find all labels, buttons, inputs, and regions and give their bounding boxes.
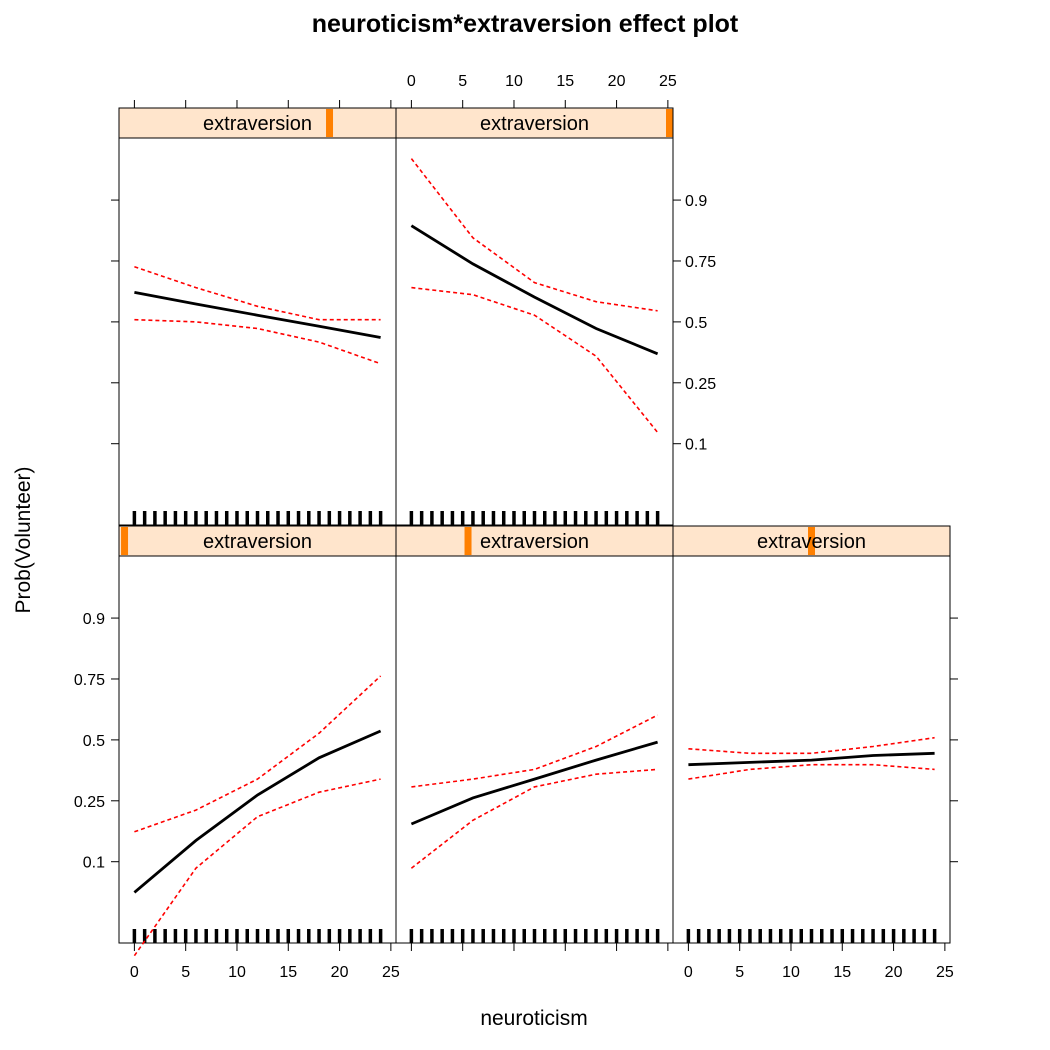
strip-label: extraversion <box>203 113 312 135</box>
x-tick-label: 20 <box>608 73 626 90</box>
y-tick-label: 0.1 <box>83 855 105 872</box>
x-tick-label: 5 <box>458 73 467 90</box>
x-tick-label: 0 <box>684 964 693 981</box>
fit-line <box>133 729 382 894</box>
ci-lower-line <box>411 286 659 433</box>
panel: extraversion <box>395 525 674 951</box>
fit-line <box>410 224 659 356</box>
ci-lower-line <box>688 763 935 780</box>
x-tick-label: 5 <box>735 964 744 981</box>
chart-title: neuroticism*extraversion effect plot <box>312 10 739 38</box>
fit-line <box>688 751 935 767</box>
y-tick-label: 0.25 <box>685 376 716 393</box>
strip-background <box>396 526 673 556</box>
strip-label: extraversion <box>757 531 866 553</box>
panel: extraversion 0.1 0.25 0.5 0.75 0.9 0 5 10 15 20 25 <box>395 73 716 526</box>
y-tick-label: 0.9 <box>83 611 105 628</box>
x-tick-label: 0 <box>407 73 416 90</box>
y-tick-label: 0.75 <box>74 672 105 689</box>
x-tick-label: 15 <box>279 964 297 981</box>
x-tick-label: 25 <box>382 964 400 981</box>
ci-upper-line <box>134 675 382 833</box>
strip-level-marker <box>464 527 472 555</box>
strip-level-marker <box>121 527 129 555</box>
ci-lower-line <box>133 778 381 957</box>
x-tick-label: 25 <box>936 964 954 981</box>
ci-upper-line <box>410 158 658 312</box>
x-tick-label: 20 <box>331 964 349 981</box>
x-tick-label: 5 <box>181 964 190 981</box>
x-tick-label: 0 <box>130 964 139 981</box>
x-tick-label: 25 <box>659 73 677 90</box>
strip-background <box>119 108 396 138</box>
x-tick-label: 10 <box>782 964 800 981</box>
strip-level-marker <box>666 109 673 137</box>
ci-upper-line <box>411 714 658 788</box>
x-tick-label: 15 <box>833 964 851 981</box>
strip-label: extraversion <box>203 531 312 553</box>
panel-border <box>672 555 951 944</box>
y-tick-label: 0.5 <box>685 315 707 332</box>
panel-border <box>118 555 397 944</box>
ci-upper-line <box>134 265 381 321</box>
x-tick-label: 15 <box>556 73 574 90</box>
y-tick-label: 0.25 <box>74 794 105 811</box>
ci-lower-line <box>134 318 381 365</box>
x-tick-label: 10 <box>228 964 246 981</box>
y-tick-label: 0.75 <box>685 254 716 271</box>
y-tick-label: 0.9 <box>685 193 707 210</box>
panel: extraversion <box>111 100 397 526</box>
fit-line <box>134 291 381 339</box>
panel: extraversion 0 5 10 15 20 25 <box>672 525 958 981</box>
panel-border <box>395 137 674 526</box>
y-tick-label: 0.5 <box>83 733 105 750</box>
x-tick-label: 20 <box>885 964 903 981</box>
ci-lower-line <box>410 768 658 869</box>
strip-background <box>396 108 673 138</box>
strip-level-marker <box>326 109 334 137</box>
strip-label: extraversion <box>480 531 589 553</box>
strip-level-marker <box>808 527 815 555</box>
strip-background <box>119 526 396 556</box>
strip-label: extraversion <box>480 113 589 135</box>
ci-upper-line <box>688 736 935 755</box>
panel: extraversion 0.1 0.25 0.5 0.75 0.9 0 5 10 15 20 25 <box>74 525 400 981</box>
x-axis-label: neuroticism <box>480 1007 587 1030</box>
fit-line <box>410 740 658 826</box>
x-tick-label: 10 <box>505 73 523 90</box>
y-axis-label: Prob(Volunteer) <box>12 466 35 613</box>
y-tick-label: 0.1 <box>685 437 707 454</box>
